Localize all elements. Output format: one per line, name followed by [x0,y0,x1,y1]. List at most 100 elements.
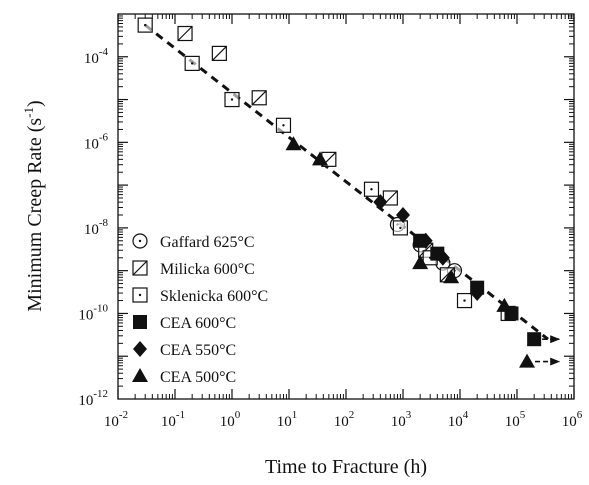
x-tick-exponent: 5 [520,409,526,421]
y-tick-exponent: -12 [93,388,108,400]
y-axis-label-close: ) [24,100,46,107]
legend-label: CEA 550°C [160,342,236,359]
legend-label: CEA 500°C [160,369,236,386]
marker-triangle [285,136,302,151]
data-point [211,45,227,61]
data-point [456,292,473,309]
x-tick-label: 101 [277,409,298,430]
x-tick-label: 10-2 [104,409,128,430]
legend-marker [132,260,148,276]
legend-label: Gaffard 625°C [160,234,255,251]
series-4 [373,194,485,302]
data-point [527,332,542,347]
y-tick-label: 10-10 [78,302,108,323]
legend-marker [132,368,148,382]
data-point [496,297,513,312]
x-tick-label: 100 [220,409,241,430]
y-tick-base: 10 [78,393,93,409]
marker-diamond [418,232,433,249]
ticks-layer: 10-2 10-1 100 101 102 103 104 105 10610-410-610-… [78,14,583,430]
y-tick-label: 10-6 [84,131,109,152]
data-point [184,55,200,72]
legend-label: Milicka 600°C [160,261,255,278]
x-tick-label: 10-1 [161,409,185,430]
x-tick-label: 102 [334,409,355,430]
legend-item: CEA 500°C [132,368,236,386]
x-tick-exponent: 0 [235,409,241,421]
marker-slash [251,90,267,106]
data-point [363,181,380,197]
marker-dot [138,239,142,243]
marker-triangle [443,269,460,284]
marker-slash [177,26,193,41]
runout-arrows-layer [535,335,561,366]
x-tick-base: 10 [220,414,235,430]
marker-dot [399,226,402,230]
data-point [396,207,410,224]
marker-dot [282,124,285,127]
x-tick-base: 10 [448,414,463,430]
legend-marker [133,341,147,357]
x-tick-base: 10 [277,414,292,430]
marker-slash [211,45,227,61]
x-tick-exponent: 3 [406,409,412,421]
y-tick-exponent: -8 [99,217,109,229]
y-axis-label-exponent: -1 [21,107,36,118]
marker-triangle [412,255,429,270]
legend-label: CEA 600°C [160,315,236,332]
y-tick-label: 10-4 [84,46,109,67]
data-point [470,285,485,302]
x-tick-exponent: 2 [349,409,355,421]
data-point [251,90,267,106]
data-point [177,25,193,42]
y-tick-exponent: -4 [99,46,109,58]
marker-triangle [519,353,536,368]
x-tick-exponent: 4 [463,409,469,421]
legend-label: Sklenicka 600°C [160,288,268,305]
x-tick-exponent: -2 [119,409,128,421]
marker-triangle [312,151,329,166]
legend-item: Gaffard 625°C [132,233,255,251]
marker-dot [190,62,194,65]
marker-dot [138,293,142,297]
legend-item: Sklenicka 600°C [132,287,268,305]
marker-square-filled [133,315,147,329]
legend: Gaffard 625°C Milicka 600°C Sklenicka 600°… [132,233,268,386]
marker-square-filled [527,332,542,347]
marker-dot [370,188,373,191]
marker-dot [463,299,466,302]
data-point [443,269,460,284]
x-tick-base: 10 [104,414,119,430]
data-point [275,117,292,133]
data-point [224,91,240,108]
x-tick-base: 10 [161,414,176,430]
y-tick-base: 10 [78,307,93,323]
marker-triangle [496,297,513,312]
y-tick-base: 10 [84,51,99,67]
marker-triangle [132,368,148,382]
data-point [392,220,408,236]
y-tick-exponent: -10 [93,302,108,314]
y-tick-base: 10 [84,222,99,238]
x-tick-label: 105 [505,409,526,430]
marker-diamond [470,285,485,302]
y-axis-label-main: Minimum Creep Rate (s [24,118,46,312]
marker-diamond [373,194,388,211]
y-axis-label: Minimum Creep Rate (s-1) [21,100,46,311]
x-axis-label: Time to Fracture (h) [265,456,427,478]
y-tick-base: 10 [84,136,99,152]
data-point [312,151,329,166]
data-point [418,232,433,249]
legend-marker [133,315,147,329]
marker-diamond [133,341,147,357]
y-tick-label: 10-12 [78,388,108,409]
legend-item: CEA 600°C [133,315,236,332]
marker-diamond [396,207,410,224]
marker-slash [132,260,148,276]
y-tick-label: 10-8 [84,217,109,238]
x-tick-base: 10 [562,414,577,430]
data-point [435,249,450,266]
marker-diamond [435,249,450,266]
